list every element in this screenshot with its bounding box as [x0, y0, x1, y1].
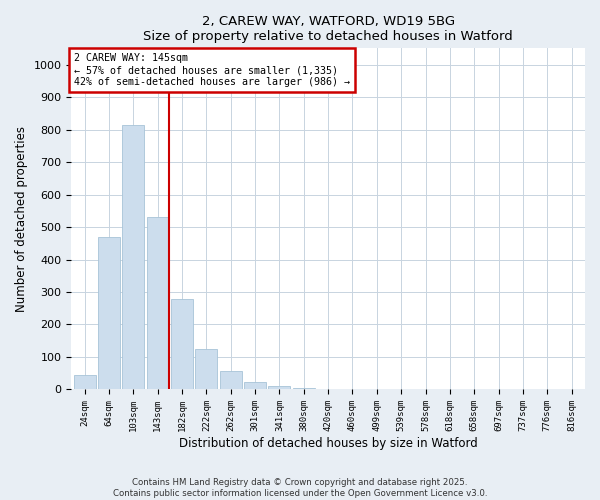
Bar	[171, 299, 193, 390]
Bar	[268, 386, 290, 390]
Bar	[244, 382, 266, 390]
X-axis label: Distribution of detached houses by size in Watford: Distribution of detached houses by size …	[179, 437, 478, 450]
Bar	[220, 371, 242, 390]
Y-axis label: Number of detached properties: Number of detached properties	[15, 126, 28, 312]
Bar	[98, 238, 120, 390]
Bar	[122, 124, 145, 390]
Text: Contains HM Land Registry data © Crown copyright and database right 2025.
Contai: Contains HM Land Registry data © Crown c…	[113, 478, 487, 498]
Bar	[147, 218, 169, 390]
Text: 2 CAREW WAY: 145sqm
← 57% of detached houses are smaller (1,335)
42% of semi-det: 2 CAREW WAY: 145sqm ← 57% of detached ho…	[74, 54, 350, 86]
Title: 2, CAREW WAY, WATFORD, WD19 5BG
Size of property relative to detached houses in : 2, CAREW WAY, WATFORD, WD19 5BG Size of …	[143, 15, 513, 43]
Bar	[293, 388, 315, 390]
Bar	[196, 348, 217, 390]
Bar	[74, 374, 95, 390]
